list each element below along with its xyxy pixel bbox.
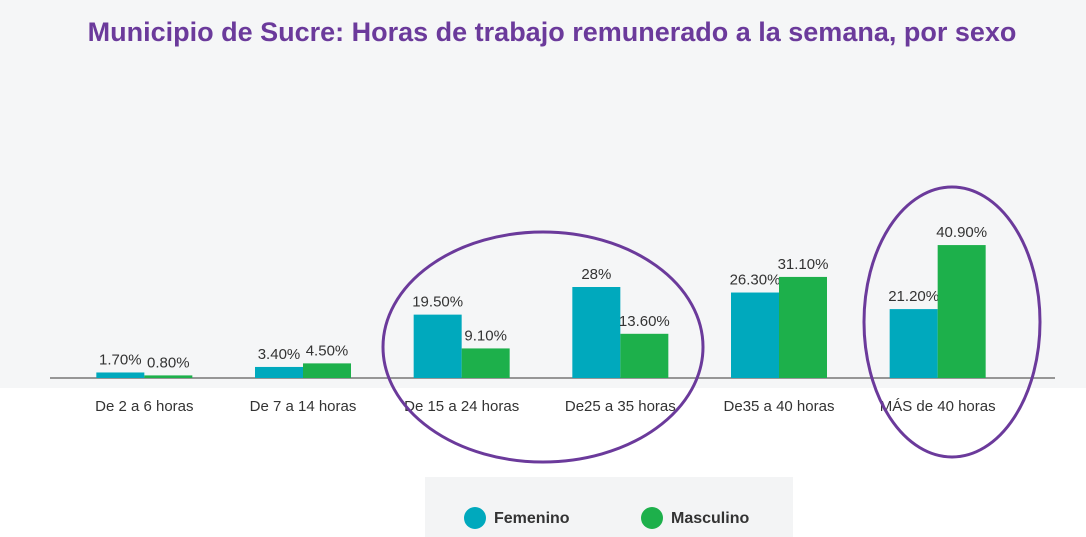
x-tick-label: De 7 a 14 horas [250, 398, 357, 415]
legend-swatch [464, 507, 486, 529]
value-label: 0.80% [147, 354, 190, 371]
bar [96, 372, 145, 378]
chart-title: Municipio de Sucre: Horas de trabajo rem… [88, 17, 1017, 47]
bar [413, 314, 462, 378]
bar [620, 333, 669, 378]
value-label: 3.40% [258, 346, 301, 363]
x-tick-label: MÁS de 40 horas [880, 398, 996, 415]
legend-label: Masculino [671, 510, 749, 527]
bar [255, 366, 303, 378]
x-tick-label: De 15 a 24 horas [404, 398, 519, 415]
highlight-ellipse [381, 230, 705, 464]
bar [731, 292, 779, 378]
value-label: 9.10% [464, 327, 507, 344]
value-label: 4.50% [306, 342, 349, 359]
x-tick-label: De35 a 40 horas [724, 398, 835, 415]
bar [144, 375, 193, 378]
x-tick-label: De 2 a 6 horas [95, 398, 193, 415]
value-label: 26.30% [730, 271, 781, 288]
value-label: 40.90% [936, 224, 987, 241]
bar [937, 245, 986, 378]
legend-label: Femenino [494, 510, 570, 527]
value-label: 21.20% [888, 288, 939, 305]
legend-box [425, 477, 793, 537]
highlight-ellipse [862, 185, 1042, 459]
value-label: 28% [581, 266, 611, 283]
value-label: 13.60% [619, 313, 670, 330]
bar [303, 363, 351, 378]
value-label: 31.10% [778, 256, 829, 273]
value-label: 19.50% [412, 294, 463, 311]
bar [779, 276, 827, 378]
legend-swatch [641, 507, 663, 529]
bar [889, 309, 938, 378]
value-label: 1.70% [99, 351, 142, 368]
bar [572, 287, 621, 378]
x-tick-label: De25 a 35 horas [565, 398, 676, 415]
bar [461, 348, 510, 378]
